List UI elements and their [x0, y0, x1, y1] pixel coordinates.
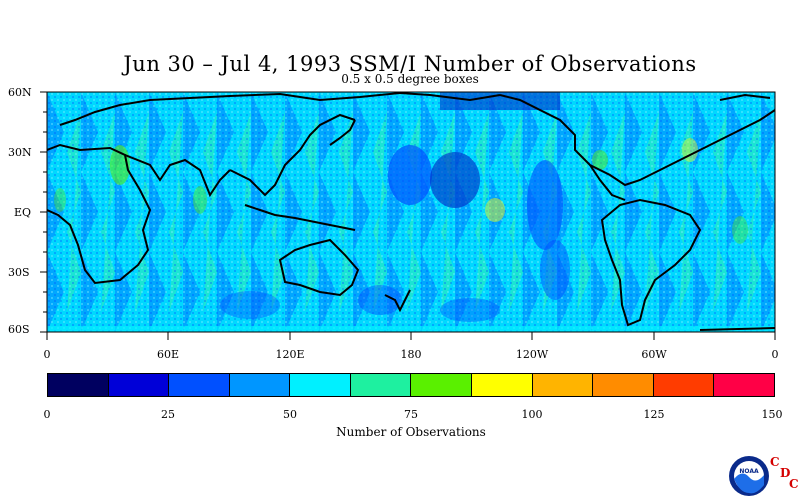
lat-ticks [40, 91, 47, 333]
colorbar-segment [350, 374, 412, 396]
colorbar-tick-25: 25 [161, 408, 175, 421]
colorbar-segment [472, 374, 533, 396]
lon-label-0-east: 0 [771, 348, 779, 361]
observation-field [47, 92, 775, 332]
colorbar-segment [532, 374, 594, 396]
colorbar-tick-50: 50 [283, 408, 297, 421]
map-subtitle: 0.5 x 0.5 degree boxes [341, 72, 479, 86]
colorbar-segment [290, 374, 351, 396]
lon-label-0: 0 [43, 348, 51, 361]
lat-label-eq: EQ [14, 206, 32, 219]
map-title: Jun 30 – Jul 4, 1993 SSM/I Number of Obs… [123, 52, 697, 76]
lat-label-60s: 60S [8, 323, 30, 336]
lat-label-30n: 30N [8, 146, 32, 159]
coastlines [47, 92, 775, 331]
noaa-logo: NOAA [729, 456, 769, 496]
lon-ticks [46, 332, 776, 340]
lon-label-60w: 60W [641, 348, 667, 361]
colorbar-segment [653, 374, 715, 396]
colorbar-tick-0: 0 [43, 408, 51, 421]
cdc-letter-d: D [780, 466, 791, 480]
lon-label-60e: 60E [156, 348, 180, 361]
colorbar-segment [229, 374, 291, 396]
colorbar-segment [108, 374, 170, 396]
colorbar-tick-125: 125 [643, 408, 665, 421]
colorbar-segment [169, 374, 230, 396]
colorbar-tick-100: 100 [521, 408, 543, 421]
noaa-logo-text: NOAA [739, 468, 759, 475]
cdc-letter-c1: C [770, 455, 780, 469]
lat-label-60n: 60N [8, 86, 32, 99]
colorbar-tick-75: 75 [404, 408, 418, 421]
colorbar [47, 373, 775, 397]
colorbar-segment [593, 374, 654, 396]
lon-label-120w: 120W [515, 348, 549, 361]
colorbar-segment [714, 374, 774, 396]
lon-label-120e: 120E [275, 348, 305, 361]
colorbar-tick-150: 150 [761, 408, 783, 421]
colorbar-title: Number of Observations [336, 425, 486, 439]
lon-label-180: 180 [400, 348, 422, 361]
lat-label-30s: 30S [8, 266, 30, 279]
colorbar-segment [411, 374, 473, 396]
colorbar-segment [48, 374, 109, 396]
cdc-letter-c2: C [789, 477, 799, 491]
